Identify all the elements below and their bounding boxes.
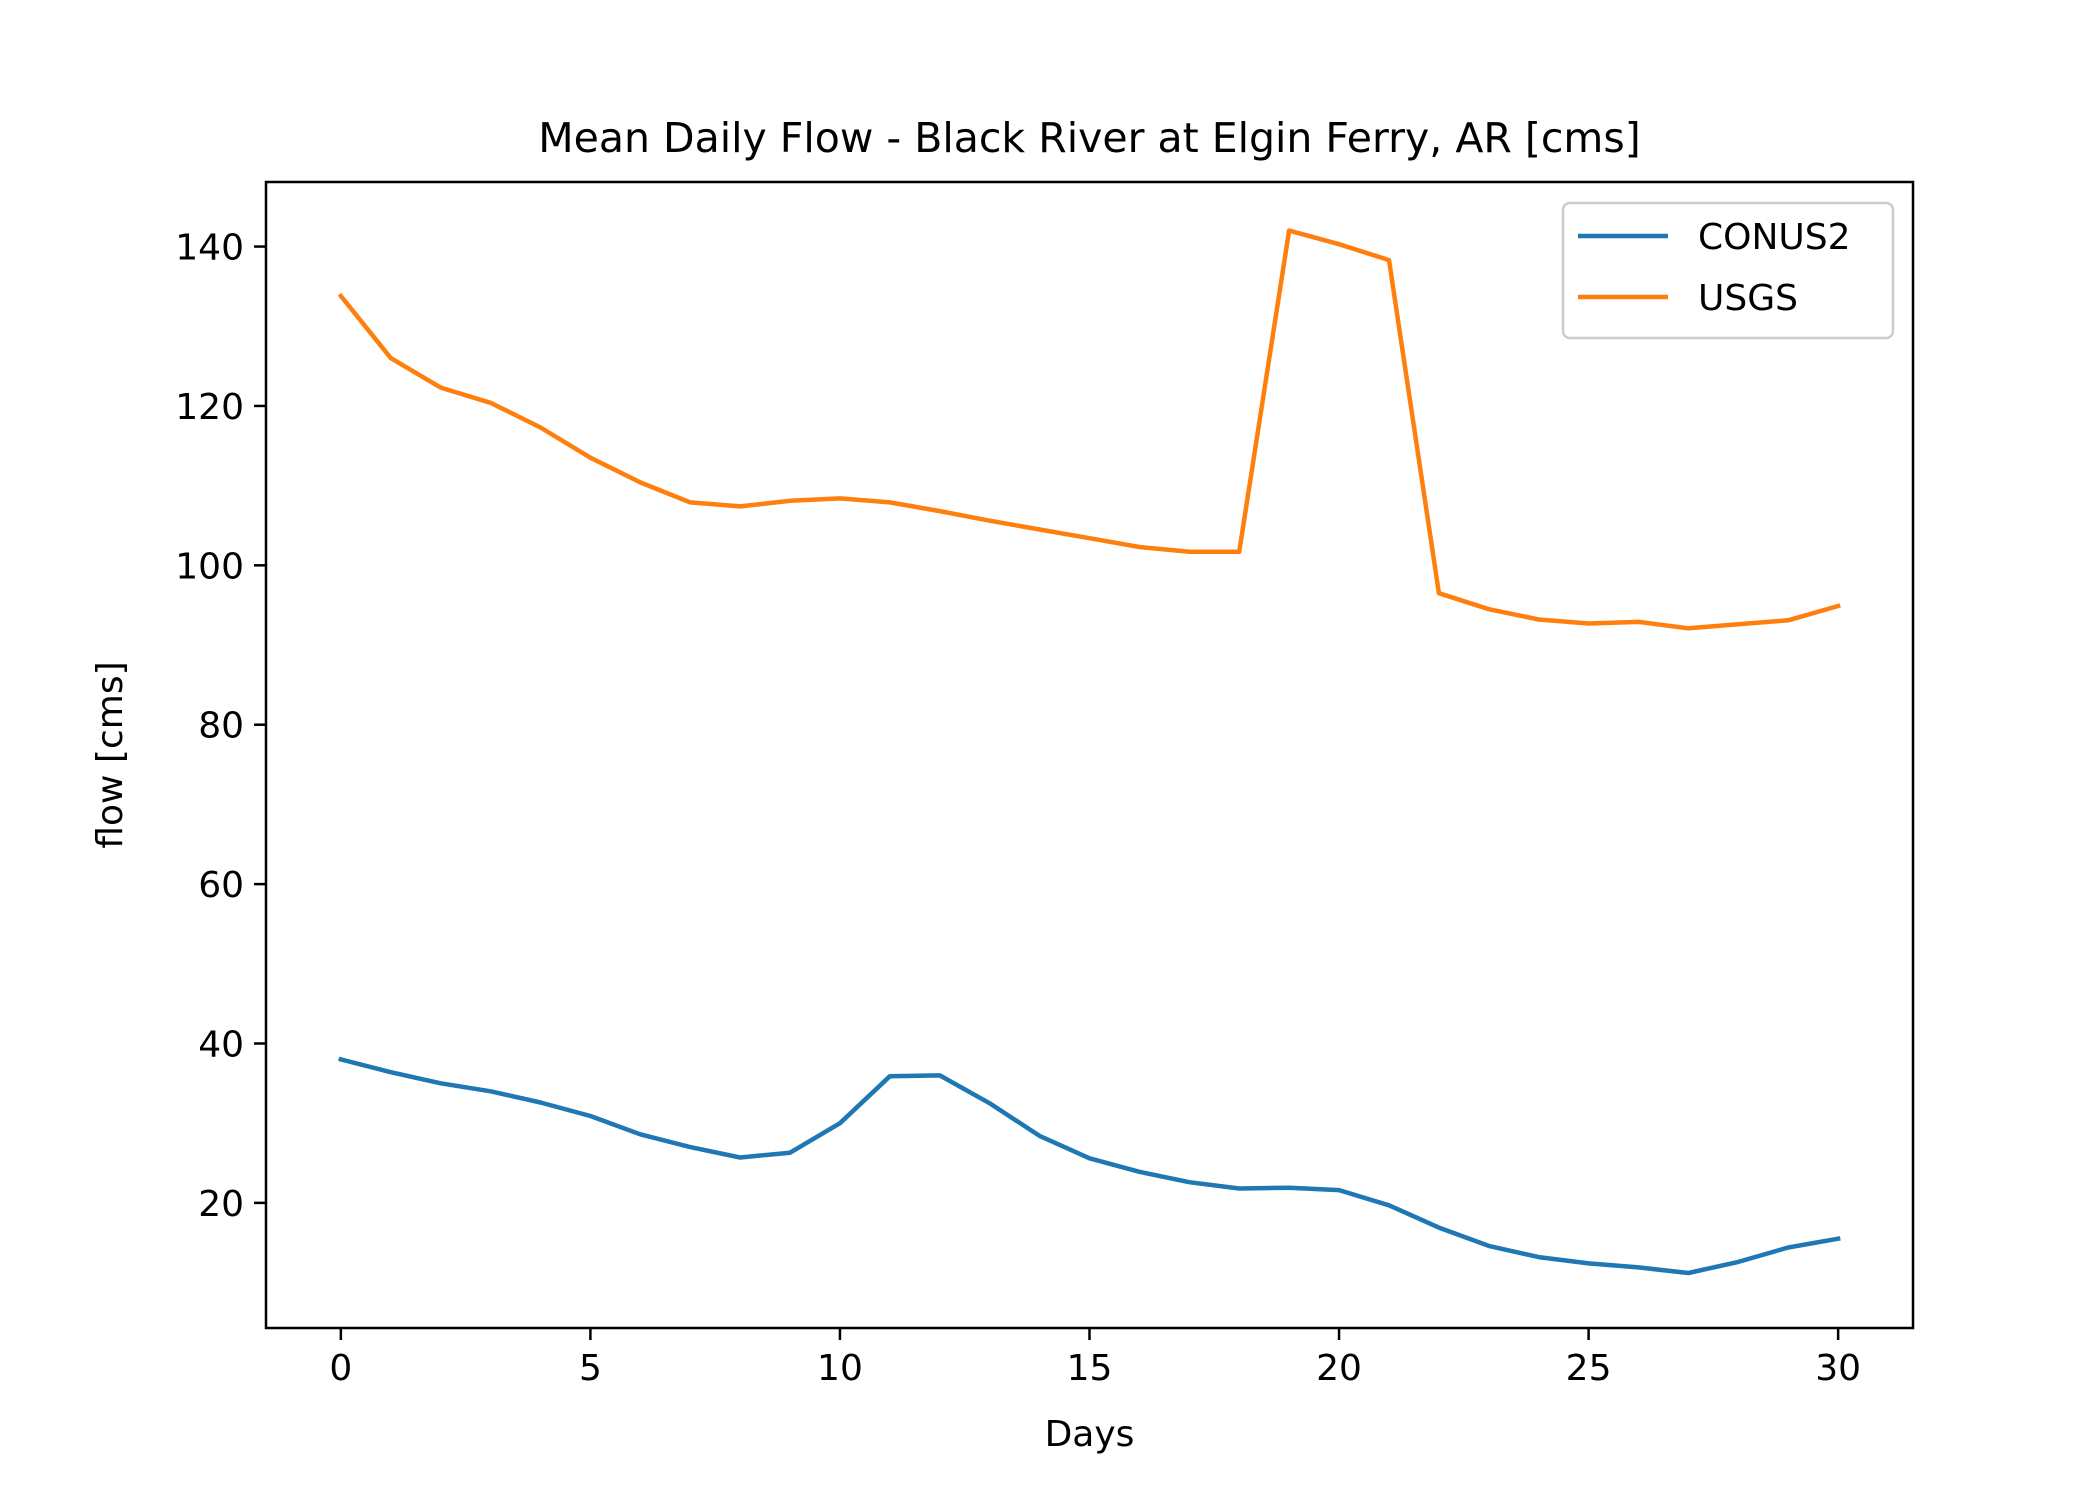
series-line-conus2: [338, 1056, 1841, 1276]
y-tick-label: 80: [198, 706, 244, 747]
x-tick-label: 15: [1067, 1348, 1113, 1389]
y-tick-label: 140: [175, 228, 244, 269]
y-tick-label: 120: [175, 387, 244, 428]
x-tick-label: 20: [1316, 1348, 1362, 1389]
y-tick-label: 60: [198, 865, 244, 906]
series-lines: [337, 228, 1841, 1276]
x-tick-label: 10: [817, 1348, 863, 1389]
legend: CONUS2 USGS: [1561, 201, 1895, 340]
x-tick-label: 25: [1566, 1348, 1612, 1389]
y-axis-label: flow [cms]: [90, 661, 131, 848]
legend-label-usgs: USGS: [1698, 278, 1798, 319]
legend-label-conus2: CONUS2: [1698, 217, 1851, 258]
x-axis-label: Days: [1045, 1414, 1135, 1455]
series-line-usgs: [337, 228, 1841, 631]
axes: 0 5 10 15 20 25 30 20 40 60 80 100 120 140: [175, 180, 1915, 1389]
y-tick-label: 40: [198, 1024, 244, 1065]
y-tick-label: 20: [198, 1184, 244, 1225]
y-tick-label: 100: [175, 546, 244, 587]
chart-title: Mean Daily Flow - Black River at Elgin F…: [538, 114, 1640, 162]
x-tick-label: 0: [329, 1348, 352, 1389]
x-tick-label: 5: [579, 1348, 602, 1389]
x-tick-label: 30: [1815, 1348, 1861, 1389]
